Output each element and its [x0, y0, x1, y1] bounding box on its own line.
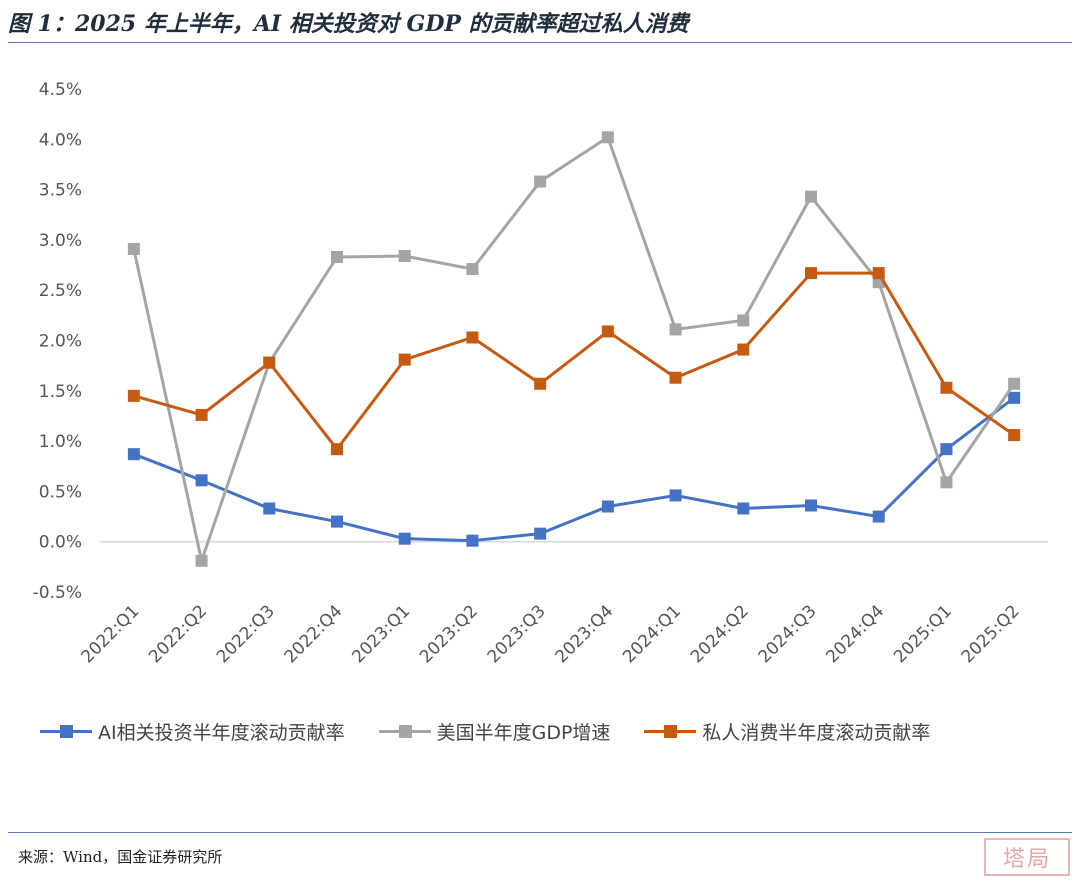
series-1-point	[331, 251, 343, 264]
series-0-point	[872, 510, 885, 523]
x-tick-label: 2024:Q1	[619, 601, 685, 667]
series-2-point	[669, 371, 682, 384]
series-1-point	[534, 175, 547, 188]
x-tick-label: 2024:Q2	[687, 601, 753, 667]
y-tick-label: 0.0%	[39, 533, 82, 553]
x-tick-label: 2024:Q3	[755, 601, 821, 667]
legend-item-gdp: 美国半年度GDP增速	[378, 718, 611, 745]
series-1-point	[466, 263, 479, 276]
series-1-point	[805, 190, 817, 203]
x-tick-label: 2025:Q1	[890, 601, 956, 667]
y-tick-label: -0.5%	[33, 583, 82, 603]
x-tick-label: 2024:Q4	[822, 601, 888, 667]
series-2-point	[398, 353, 411, 366]
series-2-point	[1008, 429, 1021, 442]
x-tick-label: 2022:Q2	[145, 601, 211, 667]
legend-item-consumption: 私人消费半年度滚动贡献率	[644, 718, 930, 745]
series-0-point	[940, 443, 953, 456]
y-tick-label: 1.0%	[39, 432, 82, 452]
y-tick-label: 4.5%	[39, 80, 82, 100]
series-1-point	[195, 554, 208, 567]
series-2-point	[940, 381, 953, 394]
series-1-point	[601, 131, 614, 144]
y-tick-label: 3.5%	[39, 181, 82, 201]
y-tick-label: 2.0%	[39, 332, 82, 352]
series-2-point	[466, 331, 479, 344]
series-2-point	[805, 267, 817, 280]
legend-label-gdp: 美国半年度GDP增速	[436, 722, 611, 744]
y-tick-label: 2.5%	[39, 281, 82, 301]
legend-swatch-consumption	[644, 725, 697, 738]
figure-title: 图 1：2025 年上半年，AI 相关投资对 GDP 的贡献率超过私人消费	[8, 11, 689, 37]
legend-label-ai: AI相关投资半年度滚动贡献率	[98, 722, 345, 744]
x-tick-label: 2023:Q1	[348, 601, 414, 667]
y-tick-label: 1.5%	[39, 382, 82, 402]
x-tick-label: 2025:Q2	[958, 601, 1024, 667]
series-1-point	[398, 249, 411, 262]
series-2-point	[737, 343, 750, 356]
series-0-point	[398, 532, 411, 545]
series-2-point	[601, 325, 614, 338]
footer-rule	[8, 832, 1072, 833]
watermark-stamp: 塔局	[984, 838, 1070, 876]
x-tick-label: 2023:Q3	[484, 601, 550, 667]
series-0-point	[127, 448, 140, 461]
line-chart: 4.5% 4.0% 3.5% 3.0% 2.5% 2.0% 1.5% 1.0% 0.5% 0.0%…	[33, 80, 1048, 667]
series-2-point	[331, 443, 343, 456]
series-2-point	[195, 408, 208, 421]
series-2-point	[534, 377, 547, 390]
series-0-point	[195, 474, 208, 487]
series-line-2	[133, 271, 1016, 451]
chart-legend: AI相关投资半年度滚动贡献率 美国半年度GDP增速 私人消费半年度滚动贡献率	[40, 718, 930, 745]
series-1-point	[940, 476, 953, 489]
series-0-point	[669, 489, 682, 502]
series-0-point	[737, 502, 750, 515]
x-tick-label: 2023:Q4	[551, 601, 617, 667]
y-tick-label: 0.5%	[39, 482, 82, 502]
series-2-point	[127, 389, 140, 402]
series-2-point	[263, 356, 276, 369]
series-line-0	[133, 396, 1016, 543]
series-0-point	[1008, 391, 1021, 404]
series-0-point	[263, 502, 276, 515]
x-tick-label: 2022:Q3	[213, 601, 279, 667]
series-line-1	[132, 135, 1016, 563]
series-0-point	[805, 499, 817, 512]
series-0-point	[466, 534, 479, 547]
series-0-point	[534, 527, 547, 540]
series-1-point	[1008, 377, 1021, 390]
title-rule	[8, 42, 1072, 43]
x-tick-label: 2022:Q1	[77, 601, 143, 667]
y-tick-label: 4.0%	[39, 130, 82, 150]
series-0-point	[601, 500, 614, 513]
legend-swatch-gdp	[378, 725, 431, 738]
legend-swatch-ai	[40, 725, 92, 738]
legend-label-consumption: 私人消费半年度滚动贡献率	[702, 722, 931, 744]
x-tick-label: 2022:Q4	[281, 601, 347, 667]
source-note: 来源：Wind，国金证券研究所	[18, 848, 223, 866]
legend-item-ai: AI相关投资半年度滚动贡献率	[40, 718, 345, 745]
x-tick-label: 2023:Q2	[416, 601, 482, 667]
series-0-point	[331, 515, 343, 528]
series-2-point	[872, 267, 885, 280]
series-1-point	[737, 314, 750, 327]
y-tick-label: 3.0%	[39, 231, 82, 251]
series-1-point	[127, 242, 140, 255]
series-1-point	[669, 323, 682, 336]
